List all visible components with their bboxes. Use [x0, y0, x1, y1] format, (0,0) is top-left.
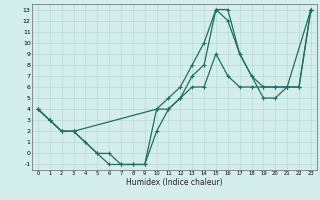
- X-axis label: Humidex (Indice chaleur): Humidex (Indice chaleur): [126, 178, 223, 187]
